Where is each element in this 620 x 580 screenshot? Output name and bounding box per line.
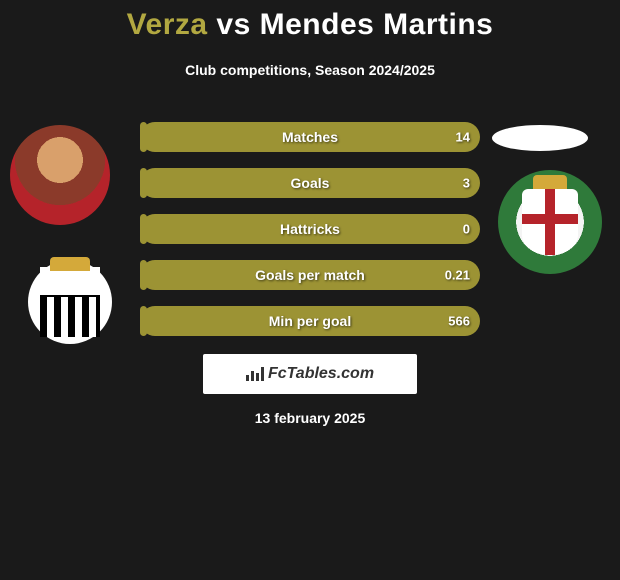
stat-label: Min per goal: [140, 313, 480, 329]
subtitle: Club competitions, Season 2024/2025: [0, 62, 620, 78]
stat-value-right: 0: [463, 222, 470, 237]
player1-avatar: [10, 125, 110, 225]
vs-label: vs: [216, 8, 250, 41]
player2-avatar: [492, 125, 588, 151]
player1-name: Verza: [127, 8, 208, 41]
player1-club-badge: [28, 260, 112, 344]
stat-row-matches: Matches 14: [140, 122, 480, 152]
stat-row-goals: Goals 3: [140, 168, 480, 198]
crest-stripes: [40, 295, 100, 337]
branding-label: FcTables.com: [268, 365, 374, 383]
title: Verza vs Mendes Martins: [0, 8, 620, 42]
stat-label: Hattricks: [140, 221, 480, 237]
date-label: 13 february 2025: [0, 410, 620, 426]
stat-value-right: 0.21: [445, 268, 470, 283]
crest-crown-icon: [533, 175, 567, 189]
stat-row-gpm: Goals per match 0.21: [140, 260, 480, 290]
crest-cross-h: [522, 214, 578, 224]
comparison-card: Verza vs Mendes Martins Club competition…: [0, 0, 620, 580]
stat-value-right: 566: [448, 314, 470, 329]
stat-row-hattricks: Hattricks 0: [140, 214, 480, 244]
player2-club-badge: [498, 170, 602, 274]
branding-box: FcTables.com: [203, 354, 417, 394]
player2-name: Mendes Martins: [260, 8, 494, 41]
stat-label: Goals: [140, 175, 480, 191]
stat-label: Goals per match: [140, 267, 480, 283]
crest-crown-icon: [50, 257, 90, 271]
stat-value-right: 3: [463, 176, 470, 191]
stats-bars: Matches 14 Goals 3 Hattricks 0 Goals per…: [140, 122, 480, 352]
stat-value-right: 14: [456, 130, 470, 145]
stat-label: Matches: [140, 129, 480, 145]
bar-chart-icon: [246, 367, 264, 381]
stat-row-mpg: Min per goal 566: [140, 306, 480, 336]
club1-crest: [40, 267, 100, 337]
club2-crest: [522, 189, 578, 255]
